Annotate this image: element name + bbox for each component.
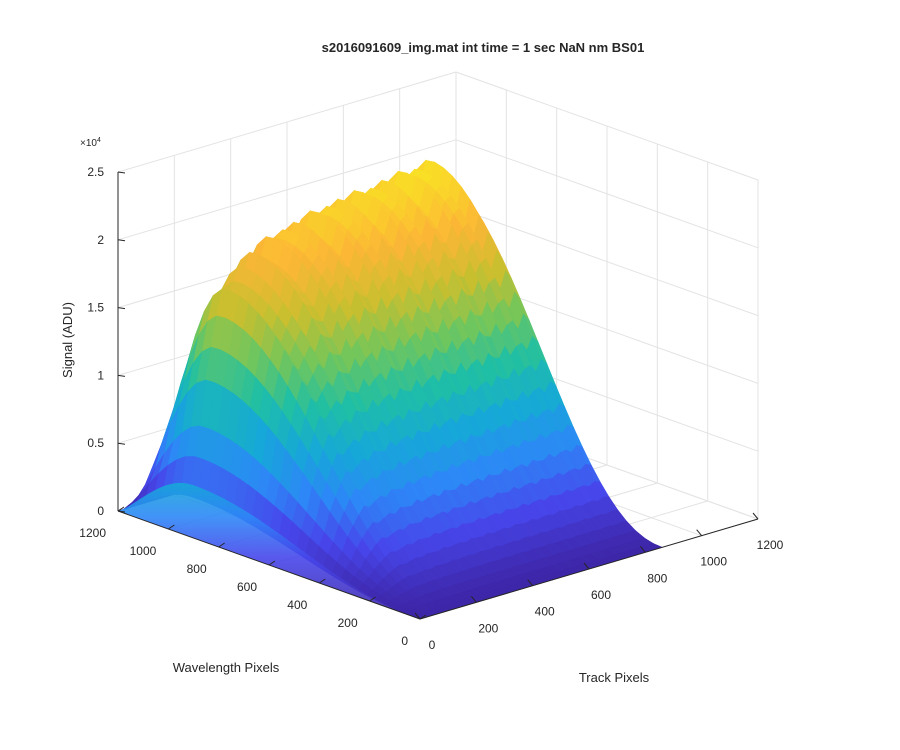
- y-tick: [168, 524, 175, 530]
- y-tick: [218, 542, 225, 548]
- x-axis-label: Track Pixels: [579, 670, 650, 685]
- x-tick: [414, 612, 421, 620]
- x-tick: [527, 579, 534, 586]
- surface-front-face: [118, 482, 420, 619]
- y-tick: [117, 506, 125, 512]
- z-tick-label: 1.5: [87, 301, 104, 315]
- z-exponent-label: ×104: [80, 137, 101, 149]
- grid-line-z-side: [455, 71, 759, 181]
- x-tick: [470, 596, 477, 603]
- z-tick-label: 2.5: [87, 165, 104, 179]
- x-tick-label: 600: [591, 588, 611, 602]
- z-tick: [117, 510, 126, 513]
- y-tick-label: 600: [237, 580, 257, 594]
- y-tick-label: 0: [401, 634, 408, 648]
- tick-marks: 0 0.5 1 1.5 2 2.5 0 200 400 600 800 1000 1200 0 200 400…: [79, 165, 783, 652]
- y-tick-label: 1000: [130, 544, 157, 558]
- grid-line-z-side: [455, 207, 759, 317]
- x-tick: [696, 529, 703, 536]
- x-tick-label: 200: [478, 621, 498, 635]
- y-tick-label: 800: [187, 562, 207, 576]
- y-tick: [419, 614, 427, 620]
- z-axis-label: Signal (ADU): [60, 302, 75, 378]
- grid-line-z-back: [117, 139, 457, 241]
- y-tick-label: 1200: [79, 526, 106, 540]
- grid-line-z-side: [455, 139, 759, 249]
- z-tick: [117, 442, 126, 445]
- x-tick-label: 800: [647, 571, 667, 585]
- chart-title: s2016091609_img.mat int time = 1 sec NaN…: [322, 40, 645, 55]
- z-tick-label: 2: [97, 233, 104, 247]
- z-exponent-base: ×10: [80, 138, 97, 149]
- z-tick: [117, 374, 126, 377]
- y-tick: [268, 560, 276, 566]
- z-tick-label: 0: [97, 504, 104, 518]
- z-tick-label: 1: [97, 368, 104, 382]
- surface-plot: [117, 159, 664, 620]
- y-tick-label: 400: [287, 598, 307, 612]
- x-tick: [752, 512, 759, 520]
- y-tick-label: 200: [338, 616, 358, 630]
- x-tick-label: 1000: [700, 555, 727, 569]
- grid-line-z-back: [117, 71, 457, 173]
- y-axis-label: Wavelength Pixels: [173, 660, 280, 675]
- z-exponent-power: 4: [97, 137, 101, 144]
- y-tick: [319, 578, 326, 584]
- z-tick: [117, 171, 126, 174]
- z-tick: [117, 239, 126, 242]
- x-tick-label: 1200: [757, 538, 784, 552]
- z-tick: [117, 307, 126, 310]
- x-tick: [639, 546, 646, 553]
- z-tick-label: 0.5: [87, 436, 104, 450]
- y-tick: [369, 596, 376, 602]
- x-tick-label: 0: [429, 638, 436, 652]
- x-tick: [583, 562, 590, 570]
- x-tick-label: 400: [535, 605, 555, 619]
